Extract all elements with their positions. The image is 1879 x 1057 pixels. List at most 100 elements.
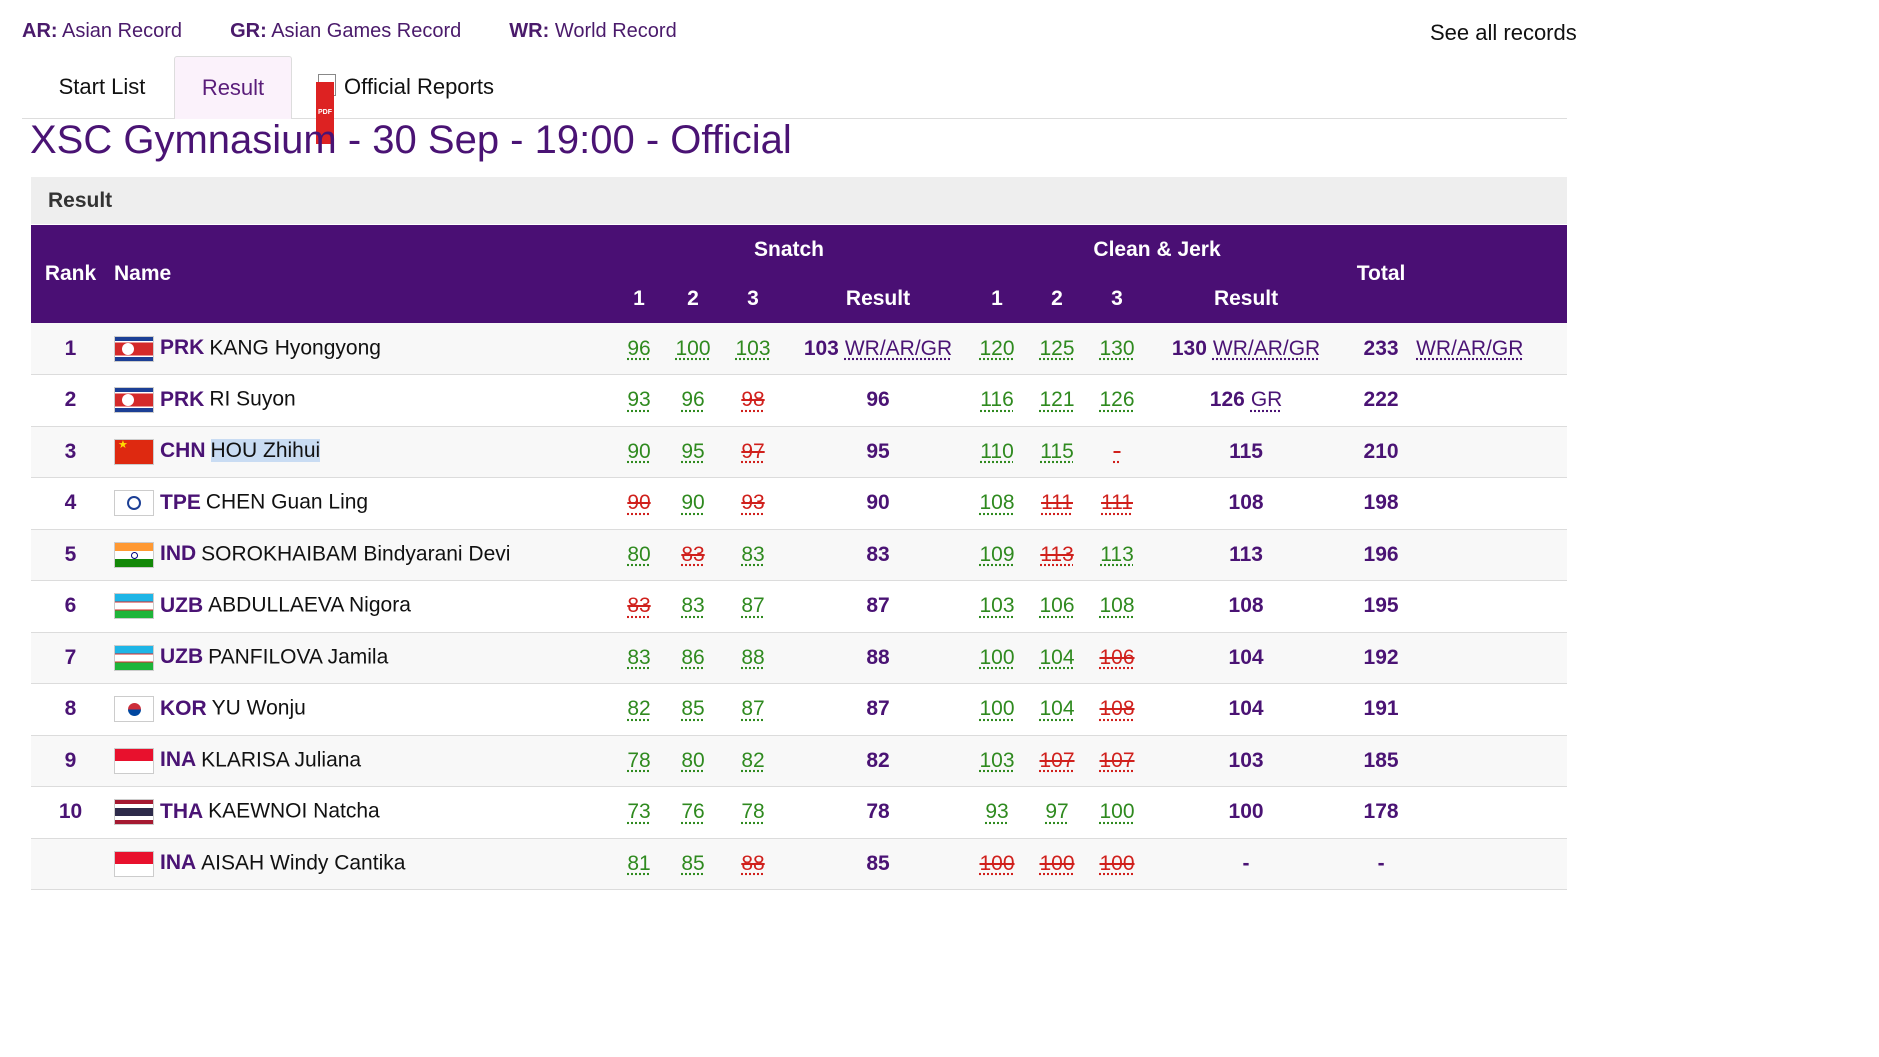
cj-attempt[interactable]: 100 xyxy=(1099,800,1135,824)
total-cell: 191 xyxy=(1363,697,1399,721)
cj-attempt-failed[interactable]: 100 xyxy=(979,851,1015,875)
noc-code[interactable]: PRK xyxy=(160,336,205,360)
athlete-name[interactable]: ABDULLAEVA Nigora xyxy=(208,593,411,617)
see-all-records-link[interactable]: See all records xyxy=(1430,20,1577,45)
snatch-attempt[interactable]: 83 xyxy=(741,542,765,566)
athlete-name[interactable]: PANFILOVA Jamila xyxy=(208,645,389,669)
snatch-attempt[interactable]: 95 xyxy=(681,439,705,463)
cj-attempt[interactable]: 120 xyxy=(979,336,1015,360)
snatch-attempt[interactable]: 82 xyxy=(627,697,651,721)
snatch-attempt[interactable]: 83 xyxy=(681,594,705,618)
athlete-name[interactable]: HOU Zhihui xyxy=(210,439,321,463)
cj-attempt-failed[interactable]: 107 xyxy=(1039,748,1075,772)
snatch-attempt[interactable]: 96 xyxy=(627,336,651,360)
cj-attempt[interactable]: 109 xyxy=(979,542,1015,566)
snatch-attempt[interactable]: 90 xyxy=(627,439,651,463)
noc-code[interactable]: KOR xyxy=(160,696,207,720)
cj-attempt-failed[interactable]: 100 xyxy=(1039,851,1075,875)
cj-record-link[interactable]: WR/AR/GR xyxy=(1212,336,1321,360)
snatch-attempt[interactable]: 81 xyxy=(627,851,651,875)
snatch-attempt[interactable]: 87 xyxy=(741,594,765,618)
snatch-attempt[interactable]: 80 xyxy=(681,748,705,772)
athlete-name[interactable]: KAEWNOI Natcha xyxy=(208,799,380,823)
cj-attempt[interactable]: 103 xyxy=(979,594,1015,618)
snatch-attempt[interactable]: 80 xyxy=(627,542,651,566)
snatch-attempt-failed[interactable]: 83 xyxy=(681,542,705,566)
snatch-attempt[interactable]: 85 xyxy=(681,851,705,875)
noc-code[interactable]: UZB xyxy=(160,645,204,669)
athlete-name[interactable]: YU Wonju xyxy=(211,696,306,720)
snatch-attempt-failed[interactable]: 98 xyxy=(741,388,765,412)
athlete-name[interactable]: SOROKHAIBAM Bindyarani Devi xyxy=(201,542,511,566)
noc-code[interactable]: INA xyxy=(160,851,197,875)
snatch-attempt[interactable]: 82 xyxy=(741,748,765,772)
cj-attempt[interactable]: 106 xyxy=(1039,594,1075,618)
cj-attempt[interactable]: 113 xyxy=(1100,542,1134,566)
cj-attempt[interactable]: 121 xyxy=(1039,388,1075,412)
snatch-attempt[interactable]: 76 xyxy=(681,800,705,824)
athlete-name[interactable]: KLARISA Juliana xyxy=(201,748,362,772)
cj-attempt[interactable]: 116 xyxy=(980,388,1014,412)
noc-code[interactable]: INA xyxy=(160,748,197,772)
snatch-attempt[interactable]: 93 xyxy=(627,388,651,412)
tab-start-list[interactable]: Start List xyxy=(58,74,146,99)
cj-attempt-failed[interactable]: 111 xyxy=(1101,491,1133,515)
cj-attempt-failed[interactable]: 100 xyxy=(1099,851,1135,875)
cj-attempt[interactable]: 126 xyxy=(1099,388,1135,412)
snatch-attempt[interactable]: 73 xyxy=(627,800,651,824)
noc-code[interactable]: TPE xyxy=(160,490,201,514)
athlete-name[interactable]: KANG Hyongyong xyxy=(209,336,381,360)
cj-attempt[interactable]: 125 xyxy=(1039,336,1075,360)
snatch-attempt[interactable]: 100 xyxy=(675,336,711,360)
snatch-attempt-failed[interactable]: 90 xyxy=(627,491,651,515)
tab-result[interactable]: Result xyxy=(174,56,292,119)
cj-attempt-failed[interactable]: 111 xyxy=(1041,491,1073,515)
cj-attempt[interactable]: 130 xyxy=(1099,336,1135,360)
cj-attempt[interactable]: 100 xyxy=(979,645,1015,669)
snatch-attempt[interactable]: 103 xyxy=(735,336,771,360)
cj-attempt-failed[interactable]: - xyxy=(1113,439,1121,463)
snatch-attempt[interactable]: 83 xyxy=(627,645,651,669)
noc-code[interactable]: THA xyxy=(160,799,204,823)
snatch-attempt[interactable]: 90 xyxy=(681,491,705,515)
snatch-attempt[interactable]: 96 xyxy=(681,388,705,412)
table-row: 6 UZB ABDULLAEVA Nigora 83 83 87 87 103 106 108 10… xyxy=(31,580,1568,632)
snatch-attempt-failed[interactable]: 93 xyxy=(741,491,765,515)
cj-attempt-failed[interactable]: 106 xyxy=(1099,645,1135,669)
total-record-link[interactable]: WR/AR/GR xyxy=(1416,336,1524,360)
snatch-attempt-failed[interactable]: 83 xyxy=(627,594,651,618)
cj-attempt[interactable]: 97 xyxy=(1045,800,1069,824)
cj-attempt[interactable]: 108 xyxy=(1099,594,1135,618)
snatch-attempt[interactable]: 87 xyxy=(741,697,765,721)
snatch-attempt[interactable]: 85 xyxy=(681,697,705,721)
cj-attempt[interactable]: 104 xyxy=(1039,645,1075,669)
snatch-result-cell: 85 xyxy=(866,851,890,875)
snatch-attempt[interactable]: 88 xyxy=(741,645,765,669)
cj-attempt[interactable]: 104 xyxy=(1039,697,1075,721)
cj-attempt-failed[interactable]: 107 xyxy=(1099,748,1135,772)
cj-attempt[interactable]: 115 xyxy=(1040,439,1074,463)
cj-attempt[interactable]: 108 xyxy=(979,491,1015,515)
cj-attempt[interactable]: 110 xyxy=(980,439,1014,463)
noc-code[interactable]: PRK xyxy=(160,387,205,411)
cj-attempt[interactable]: 100 xyxy=(979,697,1015,721)
athlete-name[interactable]: RI Suyon xyxy=(209,387,296,411)
snatch-result-cell: 90 xyxy=(866,491,890,515)
snatch-attempt[interactable]: 78 xyxy=(741,800,765,824)
snatch-attempt[interactable]: 78 xyxy=(627,748,651,772)
noc-code[interactable]: IND xyxy=(160,542,197,566)
cj-record-link[interactable]: GR xyxy=(1250,388,1283,412)
cj-attempt[interactable]: 103 xyxy=(979,748,1015,772)
athlete-name[interactable]: CHEN Guan Ling xyxy=(205,490,369,514)
tab-official-reports[interactable]: Official Reports xyxy=(316,56,518,144)
snatch-attempt-failed[interactable]: 88 xyxy=(741,851,765,875)
athlete-name[interactable]: AISAH Windy Cantika xyxy=(201,851,406,875)
cj-attempt[interactable]: 93 xyxy=(985,800,1009,824)
noc-code[interactable]: UZB xyxy=(160,593,204,617)
noc-code[interactable]: CHN xyxy=(160,439,206,463)
snatch-record-link[interactable]: WR/AR/GR xyxy=(844,336,953,360)
cj-attempt-failed[interactable]: 113 xyxy=(1040,542,1074,566)
snatch-attempt-failed[interactable]: 97 xyxy=(741,439,765,463)
cj-attempt-failed[interactable]: 108 xyxy=(1099,697,1135,721)
snatch-attempt[interactable]: 86 xyxy=(681,645,705,669)
